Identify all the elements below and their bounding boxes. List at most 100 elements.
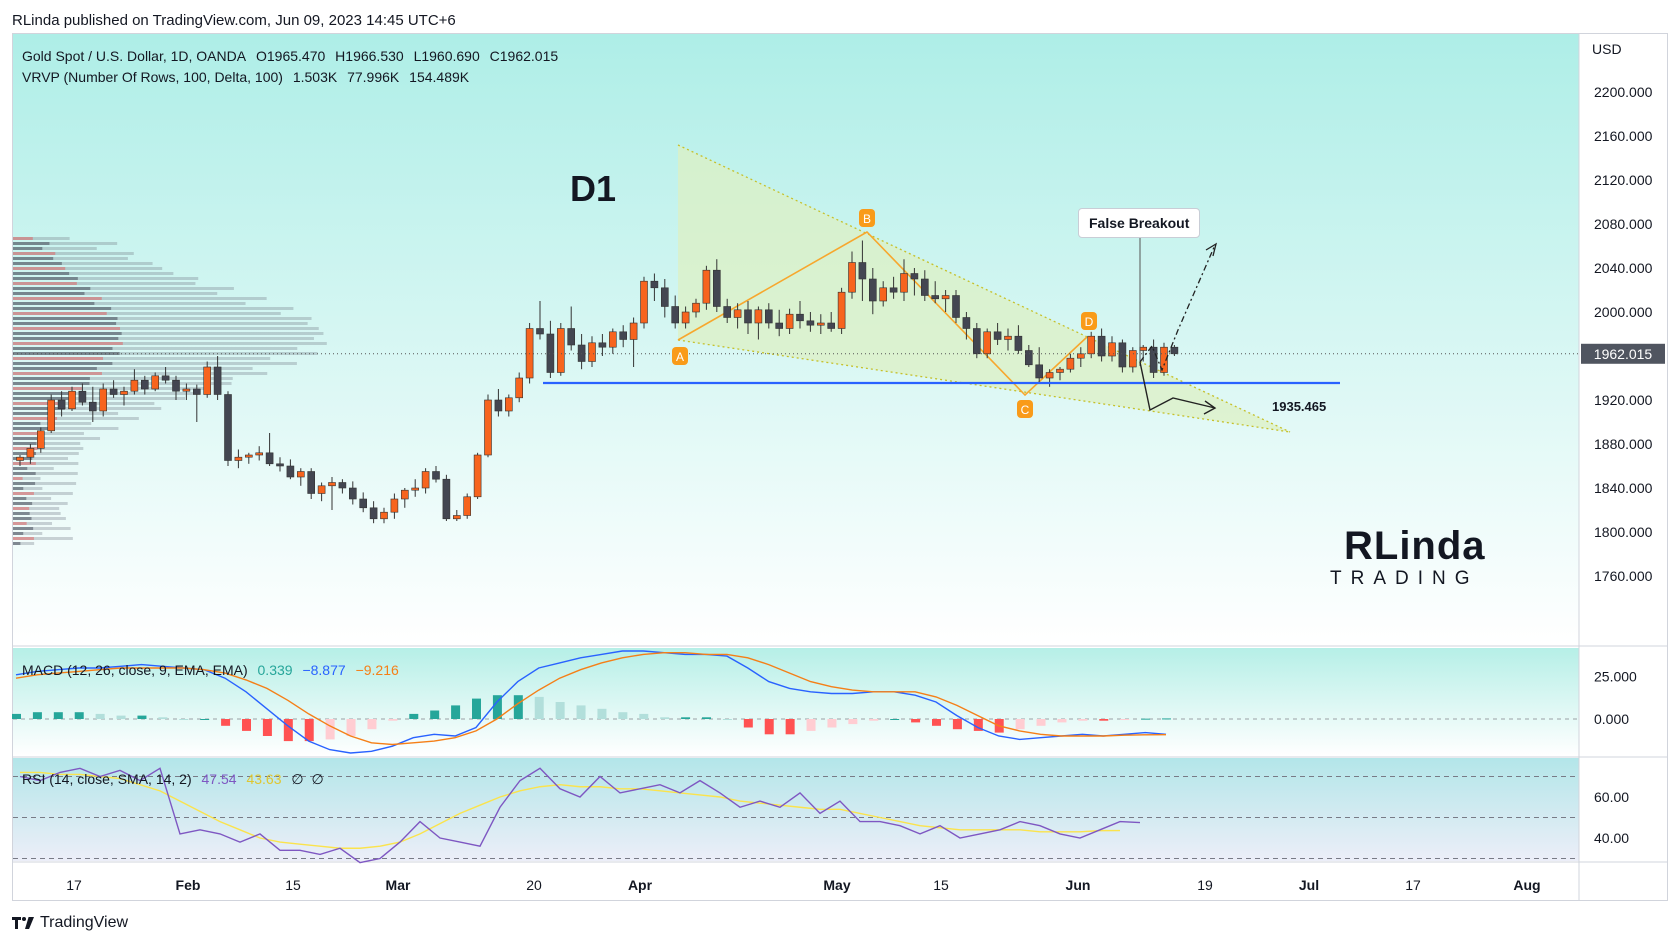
candle-body xyxy=(109,388,118,395)
triangle-pattern xyxy=(677,144,1291,433)
macd-histogram-bar xyxy=(325,719,335,740)
candle-body xyxy=(525,328,534,379)
vrvp-delta xyxy=(13,492,34,495)
macd-histogram-bar xyxy=(304,719,314,742)
rsi-upper-band: ∅ xyxy=(291,771,304,787)
candle-body xyxy=(494,399,503,412)
candle-body xyxy=(504,397,513,412)
vrvp-row xyxy=(13,252,134,255)
candle-body xyxy=(1025,350,1033,366)
vrvp-row xyxy=(13,367,253,370)
candle-body xyxy=(234,456,243,461)
time-tick-label: Feb xyxy=(176,877,201,893)
footer-brand-text: TradingView xyxy=(40,914,129,931)
candle-body xyxy=(598,342,607,348)
candle-body xyxy=(255,452,263,456)
candle-body xyxy=(390,498,399,513)
macd-line-value: −8.877 xyxy=(302,662,346,678)
footer-brand[interactable]: TradingView xyxy=(12,914,128,932)
vrvp-row xyxy=(13,497,52,500)
vrvp-delta xyxy=(13,302,95,305)
vrvp-value-3: 154.489K xyxy=(409,69,470,85)
candle-body xyxy=(99,388,107,412)
macd-histogram-bar xyxy=(597,708,607,719)
price-tick-label: 2200.000 xyxy=(1594,84,1653,100)
candle-body xyxy=(754,309,763,324)
vrvp-row xyxy=(13,407,162,410)
vrvp-delta xyxy=(13,287,91,290)
vrvp-row xyxy=(13,312,281,315)
vrvp-row xyxy=(13,542,35,545)
candle-body xyxy=(68,390,76,410)
candle-body xyxy=(723,306,732,318)
macd-histogram-bar xyxy=(952,719,962,730)
vrvp-delta xyxy=(13,522,27,525)
watermark-line2: TRADING xyxy=(1330,568,1479,589)
price-tick-label: 2040.000 xyxy=(1594,260,1653,276)
projected-retest-path xyxy=(1139,361,1216,412)
vrvp-delta xyxy=(13,272,70,275)
macd-histogram-bar xyxy=(702,717,711,719)
vrvp-delta xyxy=(13,357,104,360)
vrvp-row xyxy=(13,347,298,350)
macd-hist-value: 0.339 xyxy=(257,662,293,678)
vrvp-legend[interactable]: VRVP (Number Of Rows, 100, Delta, 100) 1… xyxy=(22,67,564,88)
vrvp-delta xyxy=(13,362,113,365)
main-legend: Gold Spot / U.S. Dollar, 1D, OANDA O1965… xyxy=(22,46,564,88)
vrvp-delta xyxy=(13,382,90,385)
candle-body xyxy=(172,379,180,392)
vrvp-delta xyxy=(13,297,102,300)
candle-body xyxy=(952,295,960,318)
vrvp-row xyxy=(13,372,268,375)
candle-body xyxy=(1087,335,1095,355)
time-tick-label: Jul xyxy=(1299,877,1319,893)
candle-body xyxy=(47,399,56,432)
price-tick-label: 2120.000 xyxy=(1594,172,1653,188)
macd-histogram-bar xyxy=(116,715,126,719)
vrvp-delta xyxy=(13,347,113,350)
candle-body xyxy=(130,379,139,392)
vrvp-delta xyxy=(13,307,112,310)
macd-tick-label: 0.000 xyxy=(1594,711,1629,727)
candle-body xyxy=(296,471,305,478)
macd-histogram-bar xyxy=(95,713,105,719)
candle-body xyxy=(640,280,648,324)
vrvp-row xyxy=(13,452,79,455)
projected-breakout-path xyxy=(1139,244,1216,372)
vrvp-delta xyxy=(13,482,36,485)
time-tick-label: 15 xyxy=(933,877,949,893)
vrvp-row xyxy=(13,442,81,445)
rsi-name: RSI (14, close, SMA, 14, 2) xyxy=(22,771,192,787)
candle-body xyxy=(141,379,149,390)
rsi-legend[interactable]: RSI (14, close, SMA, 14, 2) 47.54 43.63 … xyxy=(22,771,324,788)
vrvp-row xyxy=(13,502,68,505)
vrvp-delta xyxy=(13,502,33,505)
projection-arrow-right xyxy=(1203,400,1217,415)
macd-histogram-bar xyxy=(1057,719,1067,723)
vrvp-row xyxy=(13,377,233,380)
macd-histogram-bar xyxy=(869,719,879,721)
vrvp-delta xyxy=(13,377,90,380)
vrvp-row xyxy=(13,482,77,485)
rsi-value: 47.54 xyxy=(201,771,237,787)
time-tick-label: 20 xyxy=(526,877,542,893)
candle-body xyxy=(941,295,950,300)
vrvp-delta xyxy=(13,392,76,395)
vrvp-row xyxy=(13,382,232,385)
time-tick-label: 15 xyxy=(285,877,301,893)
candle-body xyxy=(307,471,316,494)
macd-name: MACD (12, 26, close, 9, EMA, EMA) xyxy=(22,662,248,678)
candle-body xyxy=(619,331,628,340)
candle-body xyxy=(629,322,638,340)
candle-body xyxy=(1139,346,1147,351)
macd-histogram-bar xyxy=(722,719,732,720)
macd-legend[interactable]: MACD (12, 26, close, 9, EMA, EMA) 0.339 … xyxy=(22,662,399,678)
rsi-tick-label: 60.00 xyxy=(1594,789,1629,805)
macd-histogram-bar xyxy=(409,713,419,719)
symbol-legend[interactable]: Gold Spot / U.S. Dollar, 1D, OANDA O1965… xyxy=(22,46,564,67)
macd-histogram-bar xyxy=(221,719,231,726)
vrvp-row xyxy=(13,342,327,345)
vrvp-delta xyxy=(13,437,44,440)
price-tick-label: 2000.000 xyxy=(1594,304,1653,320)
